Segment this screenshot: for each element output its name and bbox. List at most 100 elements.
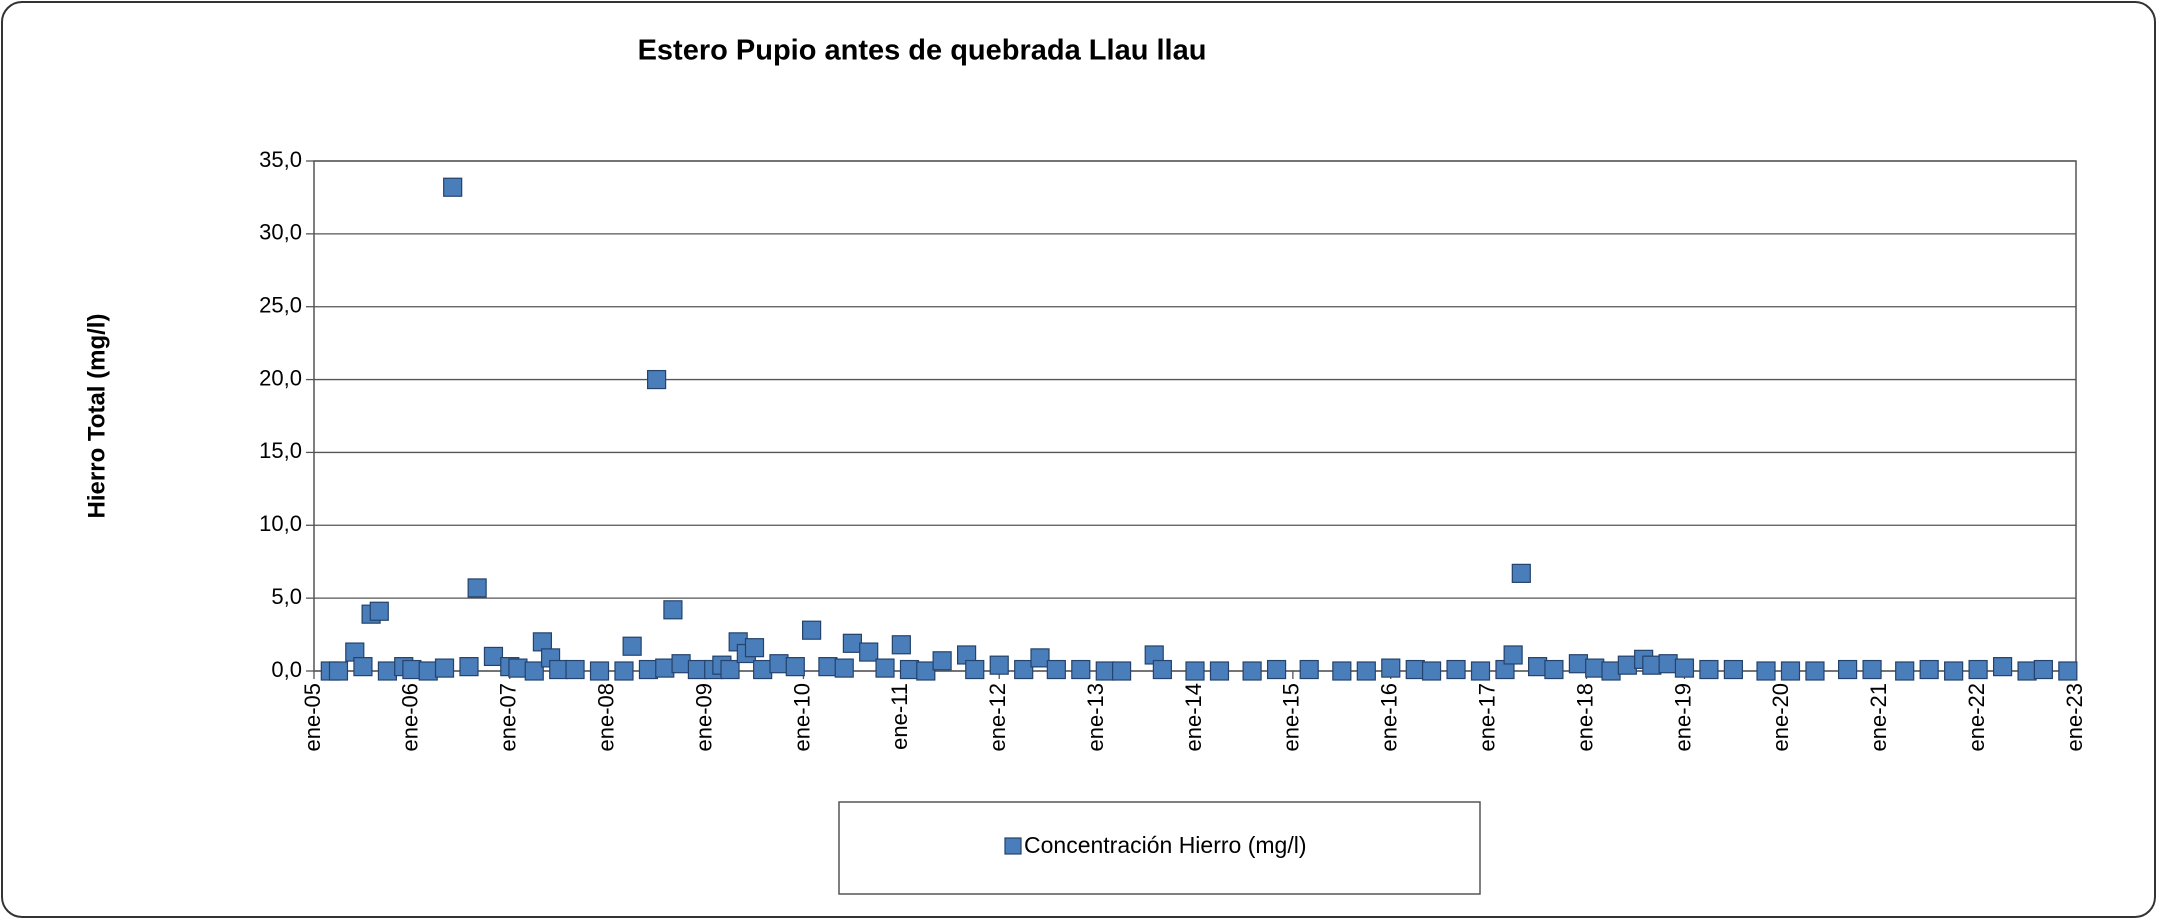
data-point (1658, 654, 1678, 674)
y-tick-label: 10,0 (259, 511, 302, 536)
data-point (418, 661, 438, 681)
data-point (1299, 659, 1319, 680)
data-point (655, 658, 675, 678)
data-point (524, 661, 544, 681)
data-point (1642, 655, 1662, 675)
data-point (744, 638, 765, 658)
data-point (1944, 661, 1964, 681)
data-point (1446, 659, 1466, 680)
data-point (483, 646, 504, 667)
data-point (720, 659, 740, 680)
y-tick-label: 25,0 (259, 293, 302, 318)
data-point (1919, 659, 1939, 680)
x-tick-label: ene-21 (1866, 683, 1891, 752)
data-point (1071, 659, 1091, 680)
x-tick-label: ene-14 (1181, 683, 1206, 752)
data-point (1568, 654, 1588, 674)
data-point (1470, 661, 1491, 681)
data-point (2033, 659, 2053, 680)
data-point (802, 620, 822, 640)
data-point (1862, 659, 1882, 680)
data-point (467, 578, 487, 598)
x-tick-label: ene-13 (1083, 683, 1108, 752)
data-point (1544, 659, 1564, 680)
chart-title: Estero Pupio antes de quebrada Llau llau (638, 35, 1207, 67)
x-tick-label: ene-10 (789, 683, 814, 752)
data-point (1046, 659, 1066, 680)
data-point (1421, 661, 1442, 681)
legend-marker (1004, 837, 1022, 855)
data-point (875, 658, 895, 678)
y-tick-label: 0,0 (271, 657, 302, 682)
data-point (1780, 661, 1801, 681)
data-point (859, 642, 879, 662)
data-point (1014, 659, 1034, 680)
data-point (2017, 661, 2037, 681)
data-point (891, 635, 911, 655)
data-point (369, 601, 389, 621)
data-point (2058, 661, 2078, 681)
y-tick-label: 5,0 (271, 584, 302, 609)
data-point (647, 369, 667, 390)
data-point (916, 661, 936, 681)
data-point (328, 661, 349, 681)
legend-label: Concentración Hierro (mg/l) (1024, 832, 1306, 858)
data-point (1528, 657, 1548, 677)
data-point (1601, 661, 1621, 681)
data-point (1617, 655, 1637, 675)
data-point (638, 659, 659, 680)
data-point (1381, 658, 1401, 678)
data-point (1674, 658, 1695, 678)
data-point (622, 636, 642, 656)
x-tick-label: ene-16 (1377, 683, 1402, 752)
data-point (1209, 661, 1230, 681)
data-point (965, 659, 985, 680)
data-point (508, 658, 528, 678)
x-tick-label: ene-06 (398, 683, 423, 752)
data-point (353, 657, 373, 677)
x-tick-label: ene-20 (1768, 683, 1793, 752)
y-tick-label: 20,0 (259, 365, 302, 390)
data-point (565, 659, 585, 680)
x-tick-label: ene-07 (496, 683, 521, 752)
data-point (532, 632, 553, 652)
data-point (818, 657, 838, 677)
data-point (899, 659, 920, 680)
data-point (1511, 563, 1531, 583)
data-point (769, 654, 789, 674)
data-point (1095, 661, 1115, 681)
y-tick-label: 30,0 (259, 220, 302, 245)
data-point (834, 658, 854, 678)
y-tick-label: 15,0 (259, 438, 302, 463)
x-tick-label: ene-23 (2062, 683, 2087, 752)
data-point (671, 654, 691, 674)
data-point (1111, 661, 1132, 681)
data-point (1895, 661, 1915, 681)
data-point (1152, 659, 1172, 680)
data-point (1356, 661, 1376, 681)
data-point (443, 177, 463, 197)
x-tick-label: ene-12 (985, 683, 1010, 752)
data-point (1266, 659, 1287, 680)
x-tick-label: ene-18 (1572, 683, 1597, 752)
y-tick-label: 35,0 (259, 147, 302, 172)
data-point (1837, 659, 1858, 680)
data-point (1805, 661, 1825, 681)
data-point (1756, 661, 1776, 681)
data-point (1405, 659, 1425, 680)
x-tick-label: ene-19 (1670, 683, 1695, 752)
legend-box (838, 801, 1481, 895)
data-point (377, 661, 398, 681)
x-tick-label: ene-22 (1964, 683, 1989, 752)
data-point (932, 651, 952, 671)
data-point (1723, 659, 1743, 680)
x-tick-label: ene-08 (593, 683, 618, 752)
data-point (1332, 661, 1352, 681)
data-point (785, 657, 805, 677)
data-point (687, 659, 707, 680)
data-point (989, 655, 1009, 675)
data-point (1242, 661, 1262, 681)
